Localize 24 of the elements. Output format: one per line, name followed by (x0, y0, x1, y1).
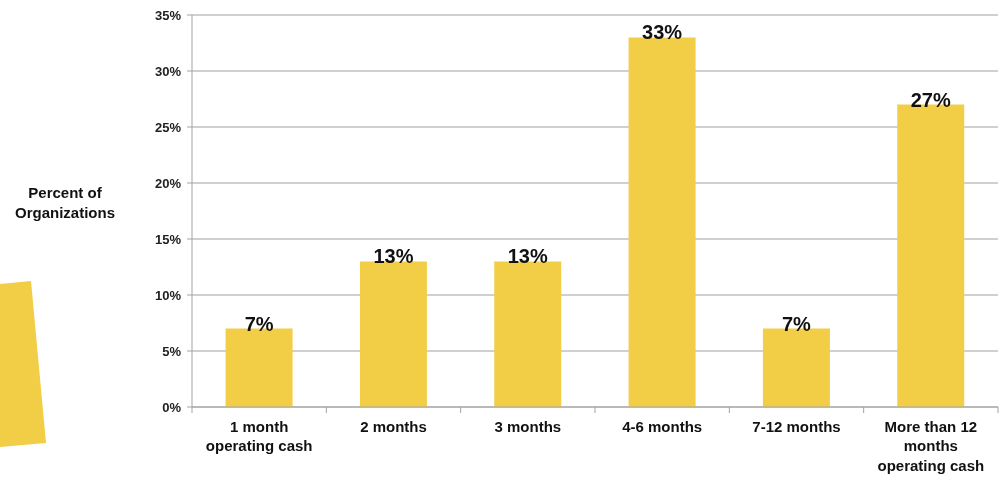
data-label: 27% (910, 88, 951, 111)
bar (359, 261, 427, 407)
x-tick-label: 2 months (360, 417, 427, 435)
data-label: 13% (507, 245, 548, 268)
x-tick-label: 3 months (494, 417, 562, 435)
bar (494, 261, 562, 407)
data-label: 13% (373, 245, 414, 268)
data-label: 7% (244, 312, 274, 335)
x-tick-label: 4-6 months (622, 417, 703, 435)
y-tick-label: 35% (154, 7, 182, 23)
y-tick-label: 25% (154, 119, 182, 135)
x-tick-label: More than 12 months operating cash (877, 417, 985, 474)
bar (628, 37, 696, 407)
y-tick-label: 15% (154, 231, 182, 247)
y-tick-label: 30% (154, 63, 182, 79)
data-label: 7% (781, 312, 812, 335)
y-tick-label: 5% (162, 343, 182, 359)
y-axis-title: Percent of Organizations (14, 183, 116, 223)
x-tick-label: 7-12 months (752, 417, 841, 435)
y-tick-label: 20% (154, 175, 182, 191)
data-label: 33% (642, 21, 683, 44)
y-tick-label: 10% (154, 287, 182, 303)
y-tick-label: 0% (162, 399, 182, 415)
x-tick-label: 1 month operating cash (205, 417, 313, 455)
